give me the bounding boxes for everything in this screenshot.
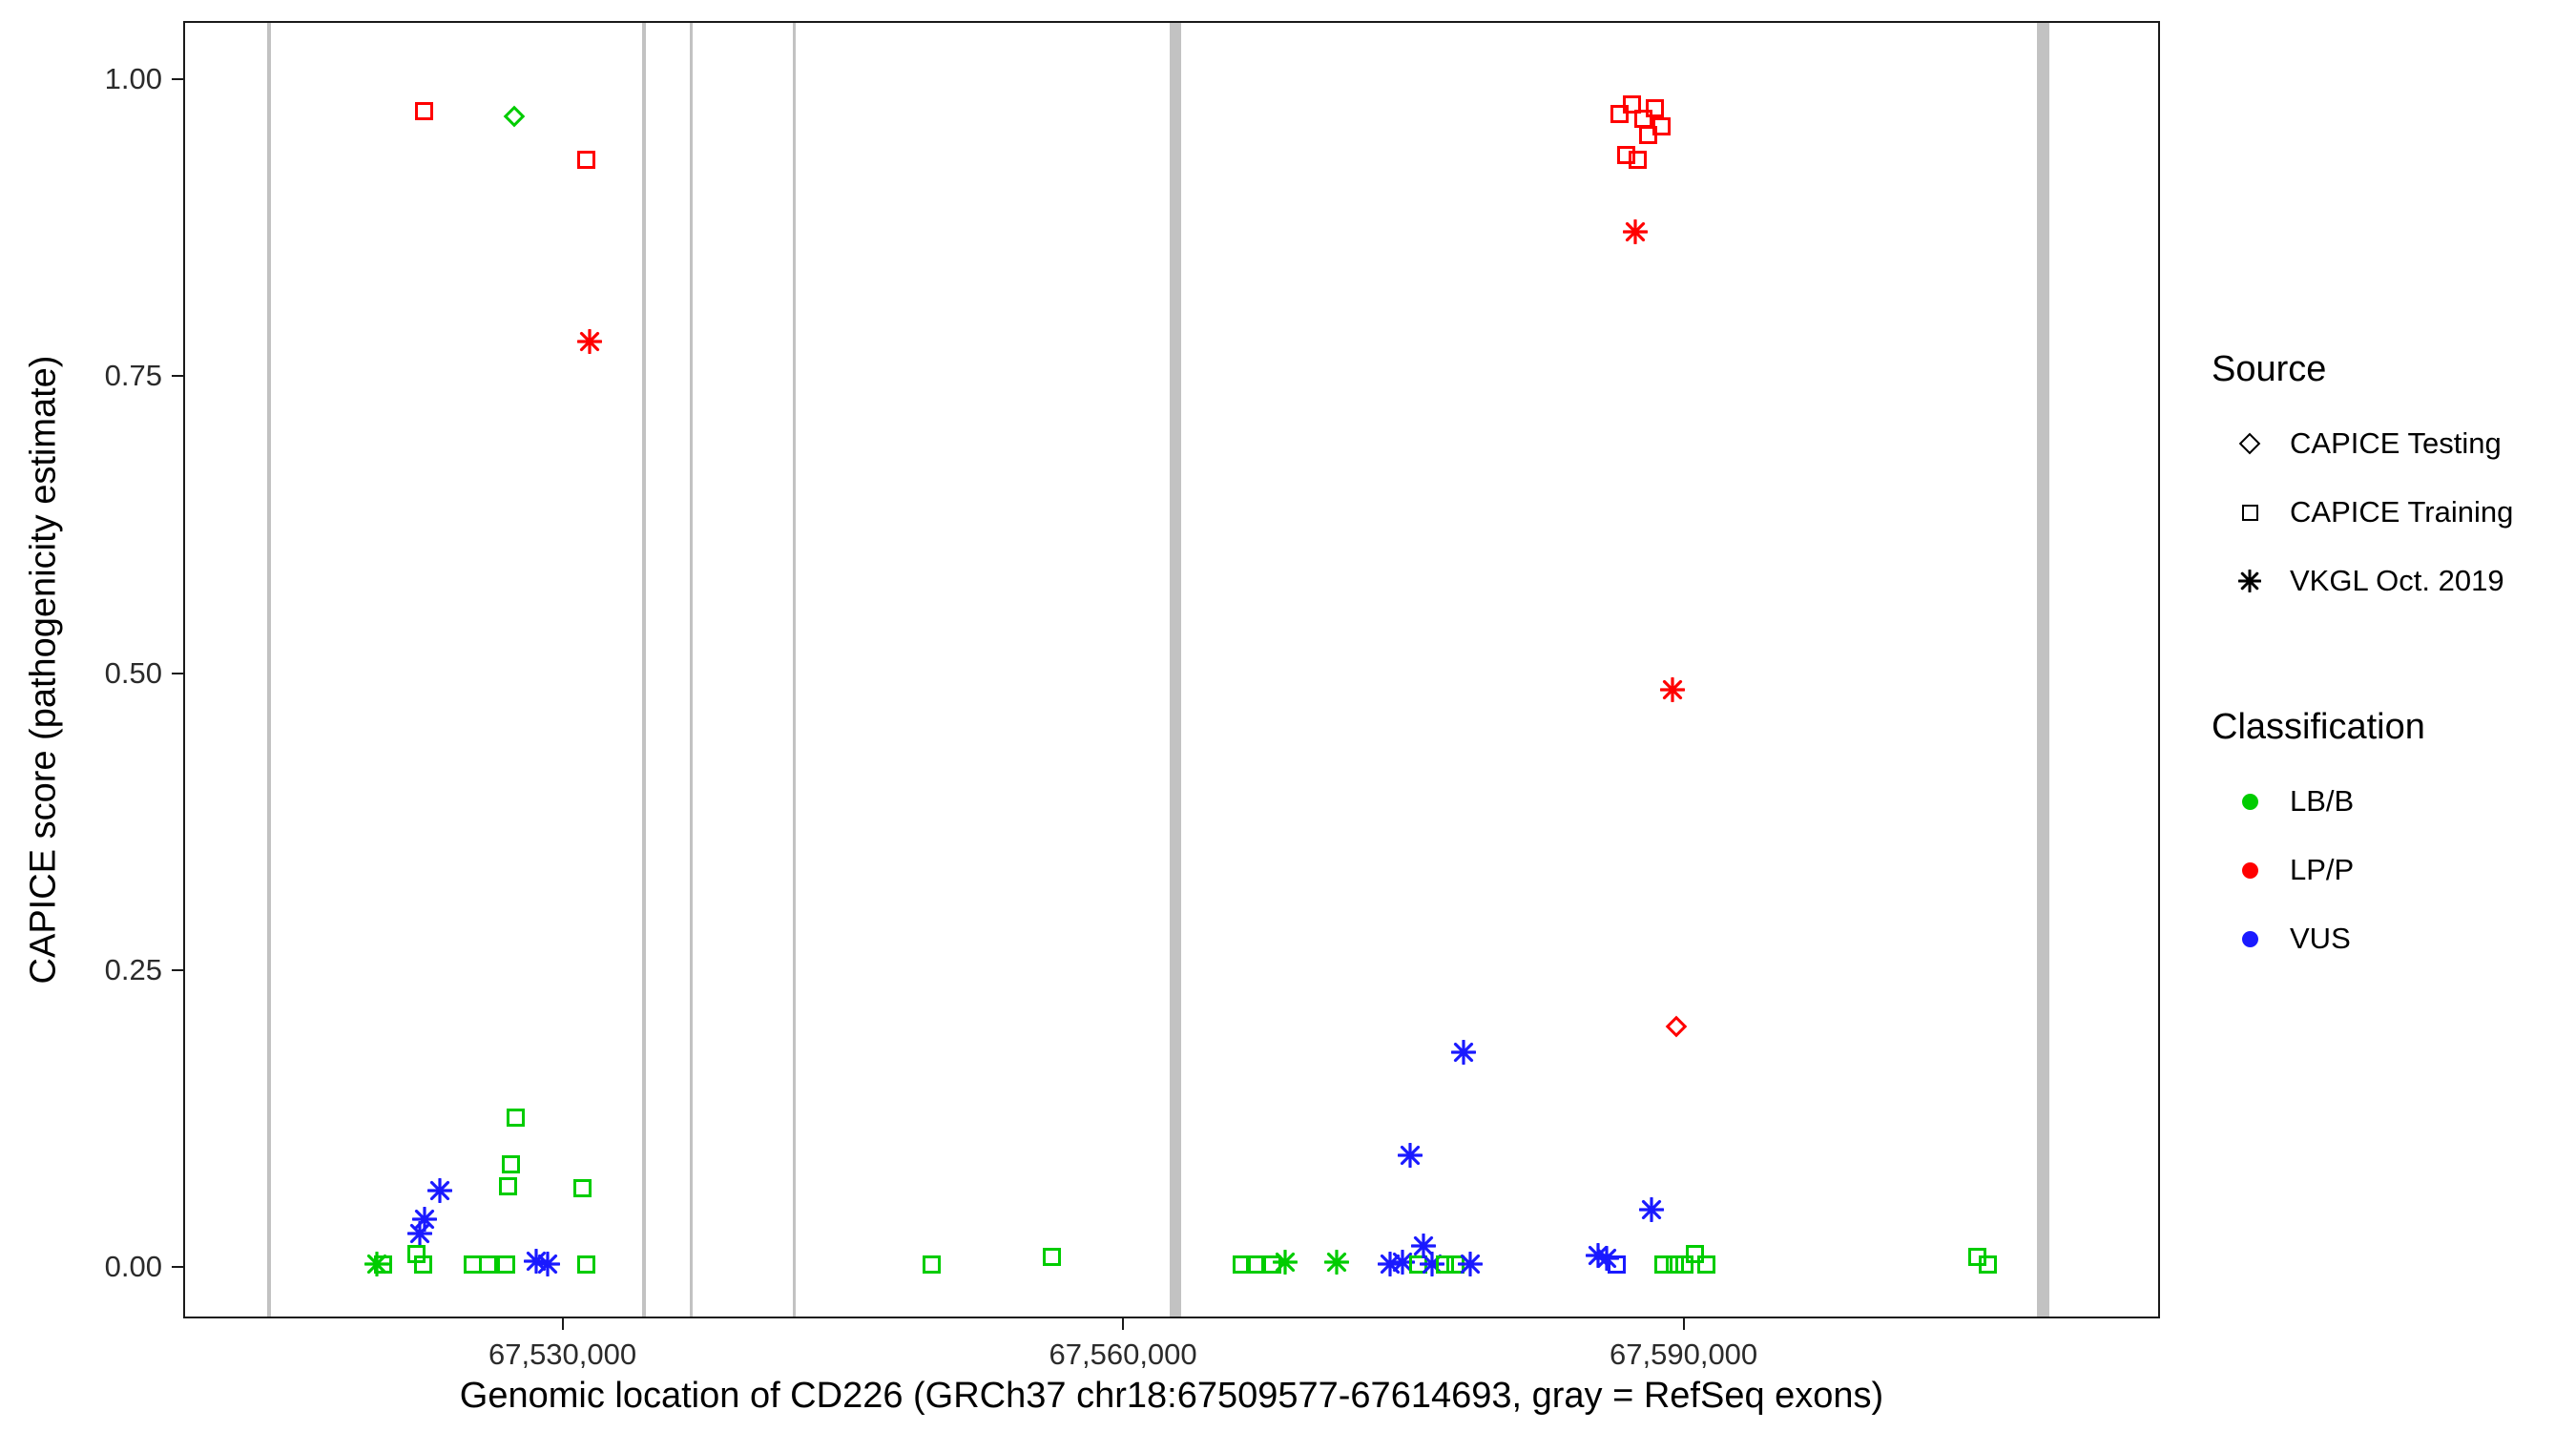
data-point bbox=[1629, 150, 1648, 169]
x-axis-title: Genomic location of CD226 (GRCh37 chr18:… bbox=[459, 1376, 1884, 1416]
data-point bbox=[478, 1255, 497, 1274]
data-point bbox=[1665, 1255, 1684, 1274]
legend-source-section: Source CAPICE Testing CAPICE Training VK… bbox=[2212, 348, 2513, 615]
legend-item-label: CAPICE Training bbox=[2290, 495, 2514, 529]
data-point bbox=[498, 1176, 517, 1195]
legend-classification-section: Classification LB/B LP/P VUS bbox=[2212, 706, 2513, 973]
data-point bbox=[535, 1252, 561, 1277]
y-tick-mark bbox=[172, 375, 183, 378]
legend-item-lbb: LB/B bbox=[2212, 767, 2513, 836]
refseq-exon bbox=[1169, 23, 1182, 1317]
data-point bbox=[1389, 1249, 1415, 1275]
data-point bbox=[1324, 1249, 1350, 1275]
y-tick-label: 0.50 bbox=[104, 655, 162, 690]
legend-item-label: VUS bbox=[2290, 922, 2351, 955]
data-point bbox=[1436, 1255, 1455, 1274]
y-axis-title: CAPICE score (pathogenicity estimate) bbox=[23, 355, 64, 985]
data-point bbox=[497, 1255, 516, 1274]
y-tick-mark bbox=[172, 969, 183, 972]
y-tick-mark bbox=[172, 1266, 183, 1269]
x-tick-mark bbox=[1682, 1318, 1685, 1330]
refseq-exon bbox=[267, 23, 271, 1317]
data-point bbox=[1607, 1255, 1626, 1274]
data-point bbox=[1685, 1244, 1704, 1263]
data-point bbox=[414, 1255, 432, 1274]
y-tick-label: 0.25 bbox=[104, 953, 162, 987]
legend-item-label: LB/B bbox=[2290, 784, 2355, 818]
square-icon bbox=[2212, 504, 2288, 521]
legend-item-capice-testing: CAPICE Testing bbox=[2212, 409, 2513, 478]
data-point bbox=[1697, 1255, 1716, 1274]
legend-source-title: Source bbox=[2212, 349, 2327, 389]
data-point bbox=[576, 150, 595, 169]
x-tick-label: 67,530,000 bbox=[488, 1338, 637, 1371]
data-point bbox=[1273, 1249, 1298, 1275]
data-point bbox=[1675, 1255, 1694, 1274]
y-tick-label: 0.00 bbox=[104, 1250, 162, 1284]
data-point bbox=[1233, 1255, 1252, 1274]
data-point bbox=[923, 1255, 942, 1274]
data-point bbox=[1246, 1255, 1265, 1274]
data-point bbox=[1653, 1255, 1672, 1274]
refseq-exon bbox=[792, 23, 797, 1317]
data-point bbox=[412, 1207, 438, 1233]
legend-item-capice-training: CAPICE Training bbox=[2212, 478, 2513, 547]
data-point bbox=[1622, 219, 1648, 245]
data-point bbox=[502, 1155, 521, 1174]
data-point bbox=[1411, 1233, 1437, 1258]
data-point bbox=[415, 101, 434, 120]
y-tick-label: 1.00 bbox=[104, 62, 162, 96]
data-point bbox=[374, 1255, 393, 1274]
data-point bbox=[573, 1179, 592, 1198]
legend-classification-title: Classification bbox=[2212, 707, 2425, 747]
data-point bbox=[576, 328, 602, 354]
refseq-exon bbox=[2036, 23, 2050, 1317]
diamond-icon bbox=[2212, 432, 2288, 455]
data-point bbox=[1660, 676, 1686, 702]
legend-item-vus: VUS bbox=[2212, 904, 2513, 973]
x-tick-mark bbox=[1122, 1318, 1125, 1330]
data-point bbox=[406, 1221, 432, 1247]
data-point bbox=[1638, 125, 1657, 144]
blue-dot-icon bbox=[2212, 930, 2288, 947]
data-point bbox=[1645, 99, 1664, 118]
legend: Source CAPICE Testing CAPICE Training VK… bbox=[2212, 348, 2513, 973]
data-point bbox=[1622, 95, 1641, 114]
x-tick-mark bbox=[561, 1318, 564, 1330]
data-point bbox=[1638, 1197, 1664, 1223]
data-point bbox=[503, 106, 526, 128]
y-tick-mark bbox=[172, 78, 183, 81]
data-point bbox=[1610, 105, 1630, 124]
y-tick-label: 0.75 bbox=[104, 359, 162, 393]
legend-item-label: VKGL Oct. 2019 bbox=[2290, 564, 2504, 597]
data-point bbox=[1617, 145, 1636, 164]
legend-item-vkgl: VKGL Oct. 2019 bbox=[2212, 547, 2513, 615]
x-tick-label: 67,560,000 bbox=[1049, 1338, 1197, 1371]
y-tick-mark bbox=[172, 672, 183, 674]
legend-item-lpp: LP/P bbox=[2212, 836, 2513, 904]
plot-panel bbox=[183, 21, 2160, 1318]
data-point bbox=[1457, 1252, 1483, 1277]
data-point bbox=[1398, 1142, 1423, 1168]
data-point bbox=[1978, 1255, 1997, 1274]
data-point bbox=[1665, 1016, 1688, 1038]
red-dot-icon bbox=[2212, 861, 2288, 879]
data-point bbox=[1450, 1039, 1476, 1065]
x-tick-label: 67,590,000 bbox=[1610, 1338, 1758, 1371]
legend-item-label: LP/P bbox=[2290, 853, 2355, 886]
data-point bbox=[1043, 1248, 1062, 1267]
data-point bbox=[1262, 1255, 1281, 1274]
refseq-exon bbox=[641, 23, 646, 1317]
asterisk-icon bbox=[2212, 570, 2288, 592]
data-point bbox=[507, 1108, 526, 1127]
refseq-exon bbox=[690, 23, 694, 1317]
legend-item-label: CAPICE Testing bbox=[2290, 426, 2502, 460]
data-point bbox=[426, 1178, 452, 1204]
green-dot-icon bbox=[2212, 793, 2288, 810]
data-point bbox=[576, 1255, 595, 1274]
